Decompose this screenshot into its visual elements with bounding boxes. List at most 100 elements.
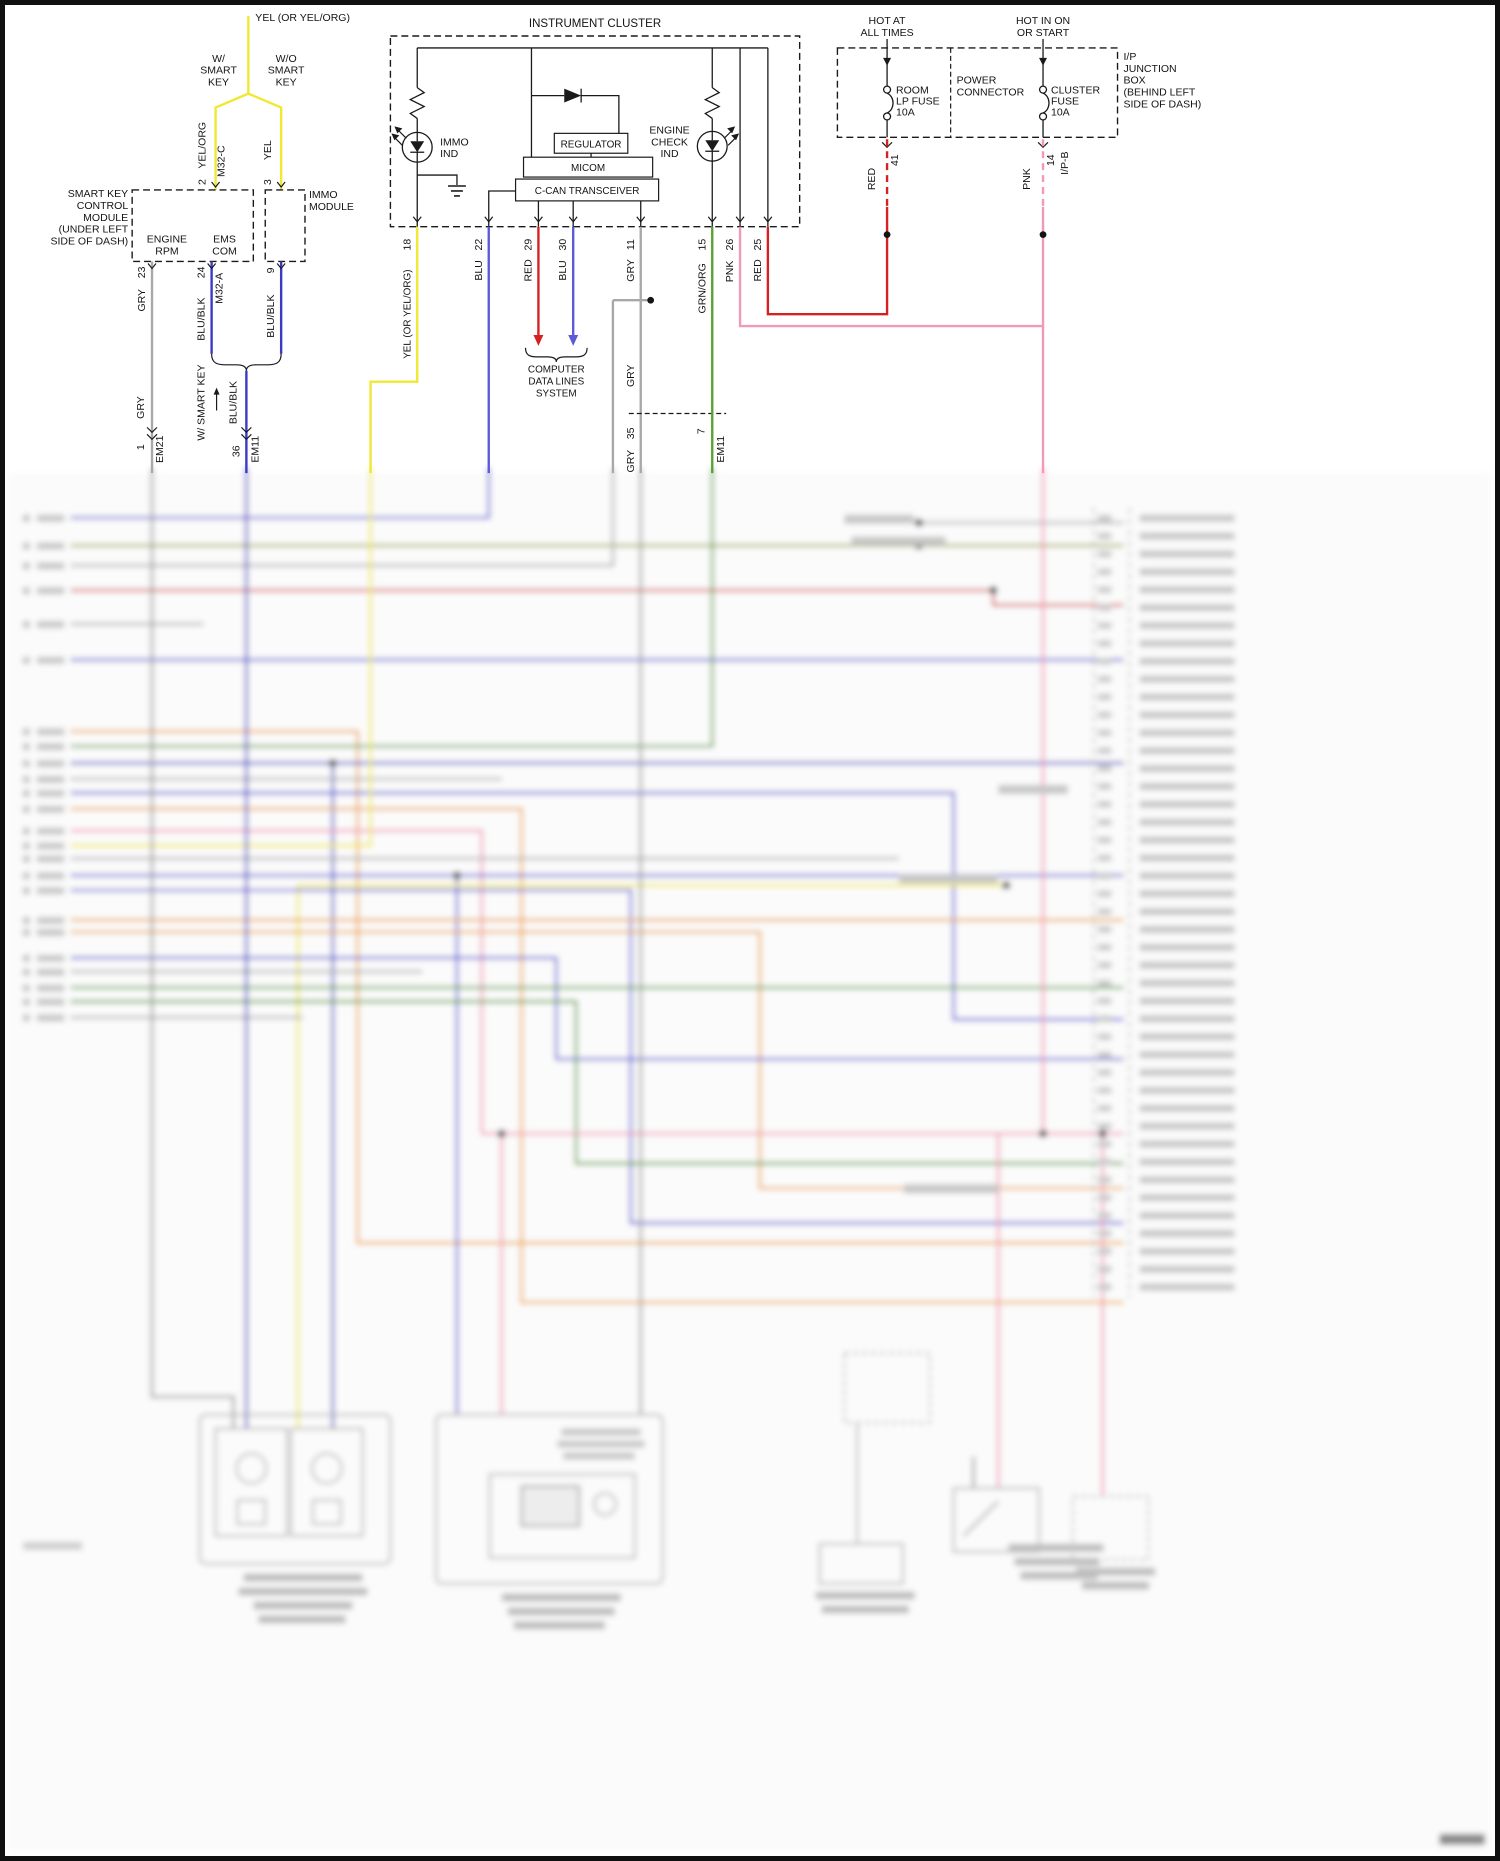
led-arrowhead [394, 126, 403, 134]
ip-box-label-3: BOX [1123, 75, 1145, 87]
connector-chevron [146, 426, 158, 434]
micom-label: MICOM [571, 163, 605, 174]
merge-brace [211, 353, 282, 371]
pin-23: 23 [136, 266, 148, 278]
module-output-wires: 23 GRY 24 M32-A BLU/BLK 9 BLU/BLK GRY 1 … [135, 261, 286, 474]
instrument-cluster-box [389, 35, 801, 228]
room-fuse-label-1: ROOM [896, 85, 929, 97]
immo-module-label-2: MODULE [309, 201, 354, 213]
wire-label-25: RED [752, 259, 764, 282]
engine-check-label-3: IND [660, 148, 679, 160]
pin-2: 2 [197, 179, 209, 185]
resistor-symbol [703, 87, 721, 119]
ip-box-label-4: (BEHIND LEFT [1123, 87, 1195, 99]
pin-25: 25 [752, 239, 764, 251]
immo-ind-label-2: IND [440, 148, 459, 160]
led-arrowhead [391, 133, 400, 141]
ems-com-label-1: EMS [213, 234, 236, 246]
junction-dot [883, 231, 891, 239]
connector-m32c: M32-C [216, 145, 228, 177]
down-arrowhead [1039, 57, 1048, 66]
room-fuse-label-3: 10A [896, 106, 915, 118]
engine-check-label-2: CHECK [651, 136, 688, 148]
power-connector-label-1: POWER [957, 75, 997, 87]
led-diode [705, 140, 720, 152]
cluster-fuse-label-3: 10A [1051, 106, 1070, 118]
skm-label-5: SIDE OF DASH) [50, 236, 128, 248]
cluster-fuse-label-1: CLUSTER [1051, 85, 1100, 97]
regulator-label: REGULATOR [561, 139, 622, 150]
connector-em11-7: EM11 [715, 436, 727, 463]
cdl-label-3: SYSTEM [536, 389, 577, 400]
immo-module-label-1: IMMO [309, 189, 338, 201]
wire-label-11: GRY [625, 259, 637, 282]
w-smart-key-label-2: SMART [200, 65, 237, 77]
pin-18: 18 [401, 239, 413, 251]
wire-label-gry-mid: GRY [625, 364, 637, 387]
pin-22: 22 [473, 239, 485, 251]
instrument-cluster: INSTRUMENT CLUSTER IMMO IND REGULATOR MI… [389, 18, 801, 228]
ip-box-label-2: JUNCTION [1123, 63, 1176, 75]
pin-30: 30 [557, 239, 569, 251]
connector-chevron [211, 181, 221, 188]
connector-chevron [276, 181, 286, 188]
down-arrowhead [883, 57, 892, 66]
connector-chevron [147, 263, 157, 270]
blurred-lower-diagram [8, 468, 1492, 1851]
ground-symbol [448, 185, 466, 197]
connector-em21: EM21 [154, 435, 166, 463]
immo-module-box [264, 189, 306, 263]
feed-wire-label: YEL (OR YEL/ORG) [255, 12, 350, 24]
ems-com-label-2: COM [212, 246, 237, 258]
wire-label-yelorg: YEL/ORG [197, 122, 209, 169]
led-arrowhead [727, 126, 736, 134]
down-arrowhead [533, 334, 544, 346]
engine-rpm-label-2: RPM [155, 246, 178, 258]
hot-in-label-2: OR START [1017, 27, 1070, 39]
hot-at-label-2: ALL TIMES [860, 27, 913, 39]
connector-chevron [240, 433, 252, 441]
wo-smart-key-label-1: W/O [276, 53, 297, 65]
wire-label-18: YEL (OR YEL/ORG) [402, 269, 413, 358]
connector-chevron [207, 263, 217, 270]
connector-chevron [146, 433, 158, 441]
wire-label-30: BLU [557, 260, 569, 280]
bottom-components [22, 1352, 1486, 1845]
wire-label-gry-em21: GRY [135, 396, 147, 419]
junction-dot [1039, 231, 1047, 239]
connector-em11-36: EM11 [249, 436, 261, 463]
pin-24: 24 [196, 266, 208, 278]
junction-dots [328, 518, 1107, 1138]
pin-9: 9 [265, 267, 277, 273]
wire-label-14: PNK [1021, 168, 1033, 190]
cdl-label-2: DATA LINES [528, 377, 584, 388]
pin-41: 41 [889, 154, 901, 166]
wire-label-blublk-9: BLU/BLK [265, 294, 277, 337]
skm-label-4: (UNDER LEFT [59, 224, 129, 236]
ip-junction-box-outline [836, 47, 1119, 139]
down-arrowhead [568, 334, 579, 346]
pin-26: 26 [724, 239, 736, 251]
wire-label-blublk-36: BLU/BLK [227, 381, 239, 424]
diode-symbol [564, 88, 582, 103]
ip-box-label-5: SIDE OF DASH) [1123, 99, 1201, 111]
wire-label-gry-low: GRY [625, 450, 637, 473]
up-arrowhead [213, 387, 220, 395]
w-smart-key-label-1: W/ [212, 53, 225, 65]
cluster-fuse-symbol [1038, 85, 1050, 138]
smart-key-module-box [131, 189, 255, 263]
pin-14: 14 [1045, 154, 1057, 166]
ip-box-label-1: I/P [1123, 51, 1136, 63]
right-connector-column [1092, 507, 1235, 1298]
pin-36: 36 [230, 445, 242, 457]
instrument-cluster-title: INSTRUMENT CLUSTER [529, 18, 661, 30]
wo-smart-key-label-3: KEY [276, 77, 297, 89]
connector-ipb: I/P-B [1059, 151, 1071, 174]
pin-1: 1 [135, 444, 147, 450]
wire-label-26: PNK [724, 261, 736, 283]
connector-chevron [881, 141, 893, 149]
wire-label-blublk-24: BLU/BLK [196, 297, 208, 340]
engine-rpm-label-1: ENGINE [147, 234, 187, 246]
resistor-symbol [408, 87, 426, 119]
